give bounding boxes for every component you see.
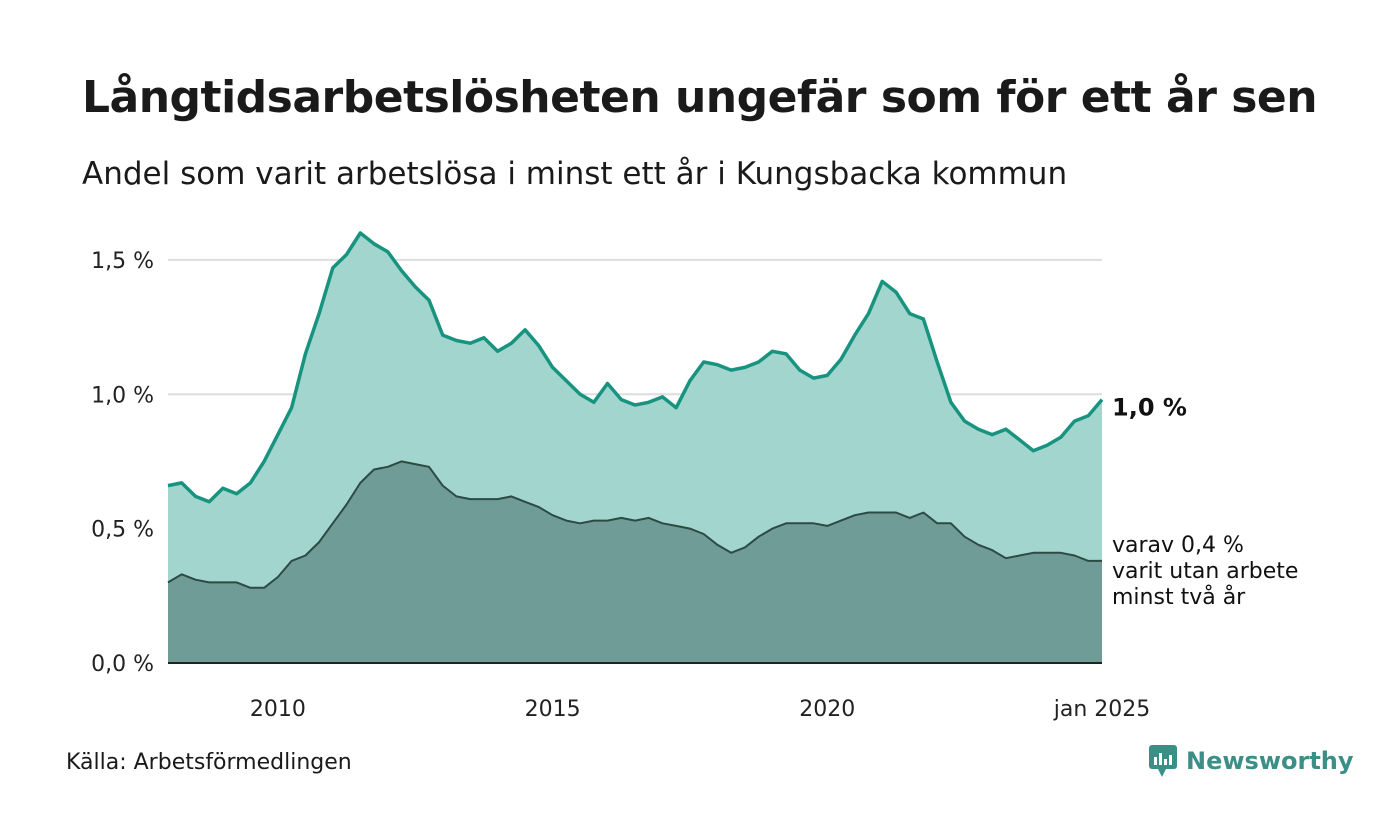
end-value-label: 1,0 % xyxy=(1112,394,1187,422)
x-tick-label: 2015 xyxy=(525,697,581,722)
x-tick-label: 2010 xyxy=(250,697,306,722)
x-tick-label: 2020 xyxy=(799,697,855,722)
chart-subtitle: Andel som varit arbetslösa i minst ett å… xyxy=(82,156,1068,192)
brand-name: Newsworthy xyxy=(1186,747,1354,775)
series-line-minst-tva-ar xyxy=(167,460,1102,589)
series2-annotation-line: minst två år xyxy=(1112,584,1246,610)
source-note: Källa: Arbetsförmedlingen xyxy=(66,750,352,775)
brand-logo[interactable]: Newsworthy xyxy=(1148,744,1354,778)
series-line-minst-ett-ar xyxy=(167,231,1104,504)
series2-annotation-line: varav 0,4 % xyxy=(1112,533,1244,558)
chart-area: 0,0 % 0,5 % 1,0 % 1,5 % 2010 2015 2020 jan 2025… xyxy=(91,231,1298,722)
chart-title: Långtidsarbetslösheten ungefär som för e… xyxy=(82,72,1318,123)
y-tick-label: 1,5 % xyxy=(91,249,154,274)
y-tick-label: 0,0 % xyxy=(91,652,154,677)
series2-annotation-line: varit utan arbete xyxy=(1112,559,1298,584)
y-tick-label: 1,0 % xyxy=(91,383,154,408)
newsworthy-logo-icon xyxy=(1149,745,1177,777)
x-tick-label: jan 2025 xyxy=(1053,697,1151,722)
axes: 0,0 % 0,5 % 1,0 % 1,5 % 2010 2015 2020 jan 2025 xyxy=(91,249,1150,722)
y-tick-label: 0,5 % xyxy=(91,518,154,543)
area-series xyxy=(167,231,1104,663)
series-area-minst-tva-ar xyxy=(168,461,1102,663)
